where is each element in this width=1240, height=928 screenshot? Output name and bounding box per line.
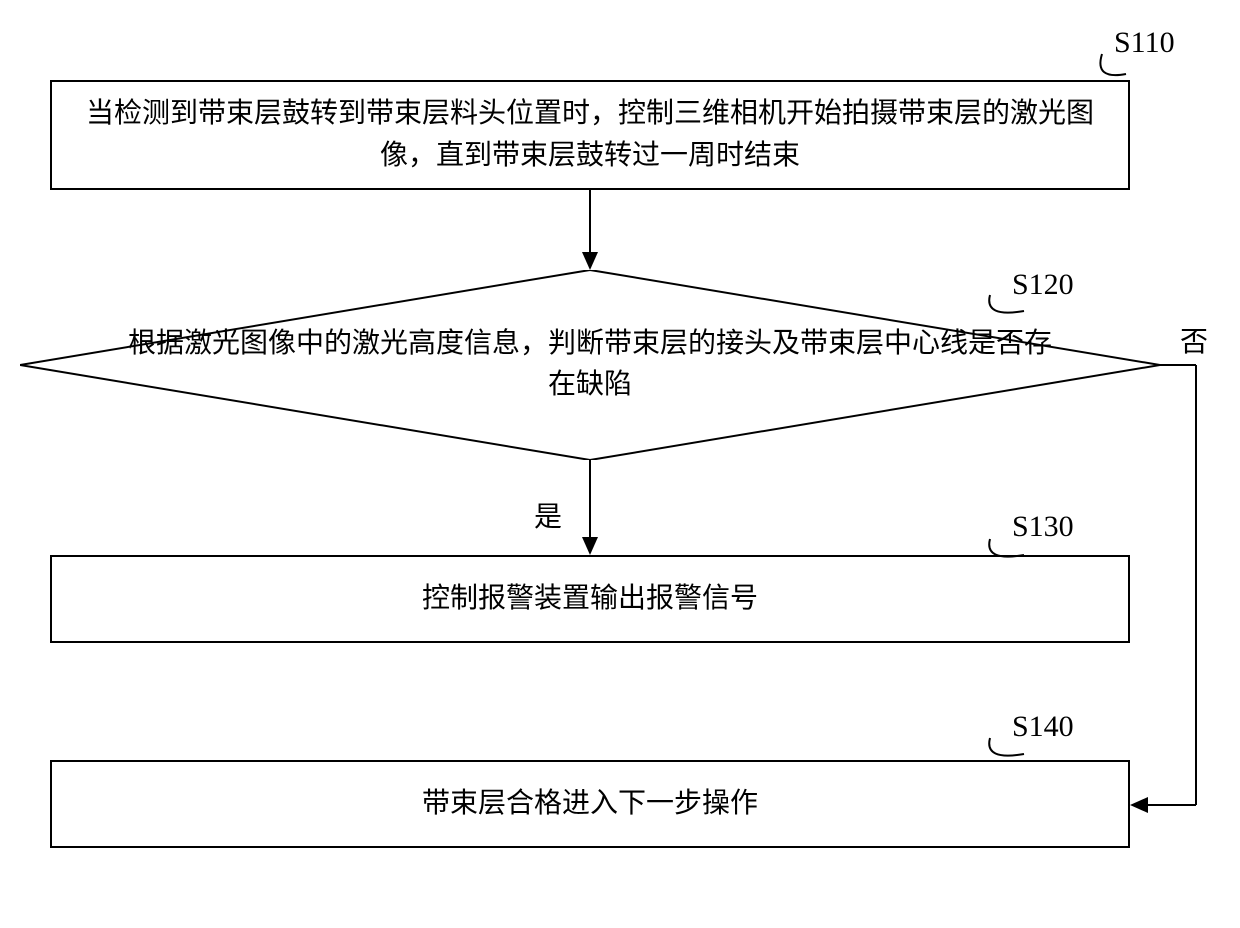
node-s140-text: 带束层合格进入下一步操作 [422, 783, 758, 825]
node-s130-text: 控制报警装置输出报警信号 [422, 578, 758, 620]
branch-yes: 是 [534, 495, 562, 535]
node-s130: 控制报警装置输出报警信号 [50, 555, 1130, 643]
node-s140: 带束层合格进入下一步操作 [50, 760, 1130, 848]
label-s110: S110 [1114, 26, 1175, 60]
node-s120: 根据激光图像中的激光高度信息，判断带束层的接头及带束层中心线是否存在缺陷 [20, 270, 1160, 460]
node-s110: 当检测到带束层鼓转到带束层料头位置时，控制三维相机开始拍摄带束层的激光图像，直到… [50, 80, 1130, 190]
branch-no: 否 [1180, 320, 1208, 360]
flowchart-canvas: 当检测到带束层鼓转到带束层料头位置时，控制三维相机开始拍摄带束层的激光图像，直到… [0, 0, 1240, 928]
node-s110-text: 当检测到带束层鼓转到带束层料头位置时，控制三维相机开始拍摄带束层的激光图像，直到… [68, 93, 1112, 177]
label-s140: S140 [1012, 710, 1074, 744]
label-s130: S130 [1012, 510, 1074, 544]
label-s120: S120 [1012, 268, 1074, 302]
node-s120-text: 根据激光图像中的激光高度信息，判断带束层的接头及带束层中心线是否存在缺陷 [120, 324, 1060, 405]
